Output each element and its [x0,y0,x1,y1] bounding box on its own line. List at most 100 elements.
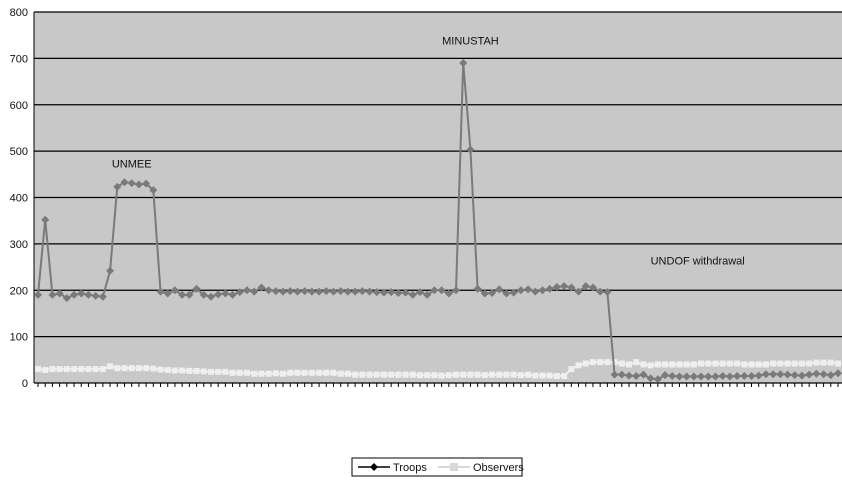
troops-point [776,370,785,379]
observers-point [236,369,243,376]
observers-point [553,373,560,380]
observers-point [316,369,323,376]
troops-point [740,372,749,381]
observers-point [258,370,265,377]
troops-point [834,369,842,378]
troops-point [315,287,324,296]
troops-point [502,289,511,298]
observers-point [128,365,135,372]
troops-point [149,186,158,195]
observers-point [453,371,460,378]
observers-point [734,360,741,367]
observers-point [272,370,279,377]
observers-point [114,365,121,372]
observers-point [438,372,445,379]
troops-point [351,287,360,296]
legend-box [351,457,523,477]
troops-point [84,290,93,299]
observers-point [618,360,625,367]
observers-point [207,368,214,375]
observers-point [63,366,70,373]
observers-point [625,361,632,368]
observers-point [42,367,49,374]
observers-point [222,368,229,375]
troops-point [430,286,439,295]
observers-point [92,366,99,373]
observers-point [330,369,337,376]
observers-point [49,366,56,373]
observers-point [510,371,517,378]
observers-point [244,369,251,376]
observers-point [568,366,575,373]
observers-point [683,361,690,368]
observers-point [517,372,524,379]
troops-point [668,372,677,381]
troops-point [797,371,806,380]
legend-observers-label: Observers [473,462,524,474]
troops-point [293,287,302,296]
observers-point [280,370,287,377]
troops-point [452,286,461,295]
observers-point [633,359,640,366]
annotation-label: UNMEE [112,158,152,170]
troops-point [444,289,453,298]
observers-point [85,366,92,373]
observers-point [546,372,553,379]
legend-troops-marker [370,463,378,471]
observers-point [481,372,488,379]
troops-point [199,290,208,299]
observers-point [582,360,589,367]
observers-point [762,361,769,368]
troops-point [408,290,417,299]
observers-point [690,361,697,368]
troops-point [243,286,252,295]
troops-point [221,289,230,298]
observers-point [157,366,164,373]
troops-point [761,370,770,379]
annotation-label: UNDOF withdrawal [651,256,745,268]
troops-point [214,290,223,299]
observers-point [719,360,726,367]
observers-point [380,371,387,378]
observers-point [431,372,438,379]
troops-point [646,374,655,383]
observers-point [416,372,423,379]
y-tick-label: 400 [10,193,28,205]
observers-point [251,370,258,377]
observers-point [150,365,157,372]
observers-point [791,360,798,367]
observers-line [37,361,839,378]
troops-point [250,287,259,296]
troops-point [336,287,345,296]
troops-point [495,285,504,294]
observers-point [135,365,142,372]
troops-point [661,371,670,380]
troops-point [343,287,352,296]
troops-point [574,287,583,296]
observers-point [215,368,222,375]
troops-point [653,375,662,384]
troops-point [322,287,331,296]
observers-point [748,361,755,368]
observers-point [604,359,611,366]
observers-point [337,370,344,377]
observers-point [35,366,41,373]
observers-point [575,362,582,369]
troops-point [552,283,561,292]
troops-point [271,287,280,296]
observers-point [229,369,236,376]
observers-point [525,371,532,378]
troops-point [70,290,79,299]
troops-point [682,372,691,381]
troops-point [257,283,266,292]
observers-point [611,359,618,366]
y-tick-label: 800 [10,7,28,19]
legend-troops-label: Troops [393,462,427,474]
troops-point [624,371,633,380]
troops-point [689,372,698,381]
observers-point [654,361,661,368]
observers-point [287,369,294,376]
troops-point [415,288,424,297]
observers-point [474,371,481,378]
